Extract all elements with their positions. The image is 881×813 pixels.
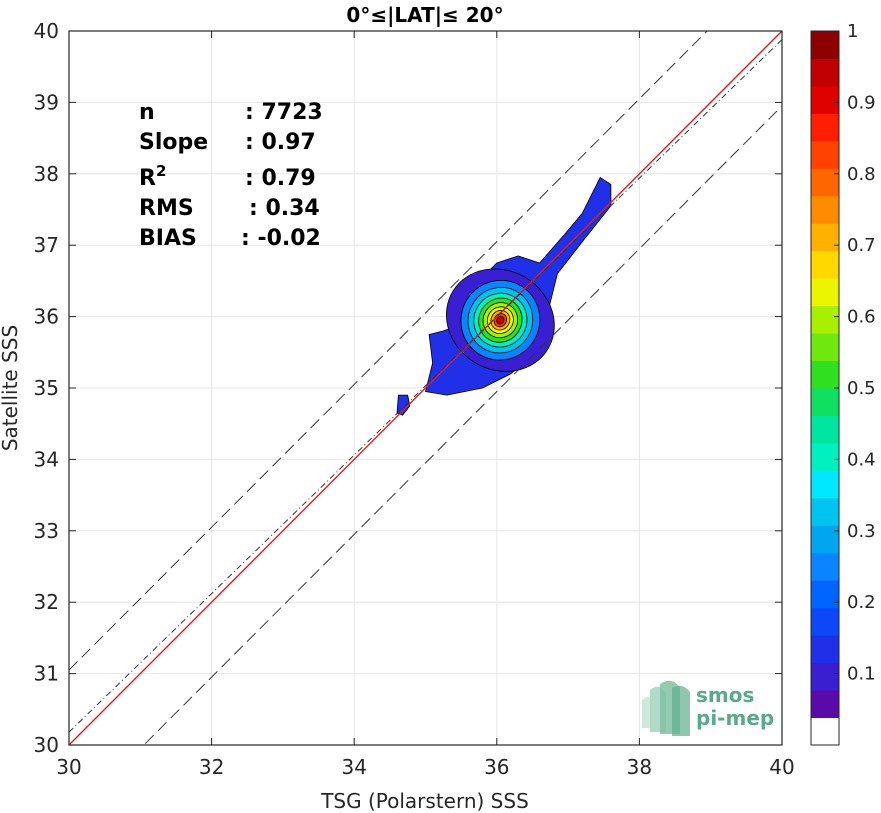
colorbar-segment: [811, 113, 839, 142]
colorbar-segment: [811, 497, 839, 526]
colorbar-tick-label: 0.4: [847, 449, 876, 470]
colorbar-segment: [811, 278, 839, 307]
colorbar-tick-label: 0.6: [847, 307, 876, 328]
contour-island: [396, 394, 411, 416]
stat-bias-label: BIAS: [139, 226, 197, 251]
x-tick-label: 36: [484, 755, 509, 779]
logo-text-line1: smos: [696, 683, 754, 707]
colorbar-segment: [811, 58, 839, 87]
y-tick-label: 36: [34, 305, 59, 329]
colorbar-segment: [811, 690, 839, 719]
colorbar-ticks: 0.1 0.2 0.3 0.4 0.5 0.6 0.7 0.8 0.9 1: [834, 21, 876, 685]
colorbar-segment: [811, 388, 839, 416]
colorbar-segment: [811, 31, 839, 59]
stat-n-label: n: [139, 100, 155, 125]
x-tick-label: 38: [627, 755, 652, 779]
y-tick-label: 37: [34, 233, 59, 257]
stat-rms-value: : 0.34: [249, 196, 320, 221]
colorbar-segment: [811, 140, 839, 169]
x-tick-label: 34: [341, 755, 366, 779]
y-tick-label: 38: [34, 162, 59, 186]
colorbar-segment: [811, 442, 839, 471]
y-axis-label: Satellite SSS: [0, 325, 22, 451]
y-tick-label: 35: [34, 376, 59, 400]
colorbar-segment: [811, 250, 839, 279]
y-tick-label: 32: [34, 590, 59, 614]
stat-r2-label: R2: [139, 162, 166, 191]
colorbar-segment: [811, 223, 839, 252]
x-tick-label: 32: [199, 755, 224, 779]
colorbar-segment: [811, 662, 839, 691]
colorbar-segment: [811, 360, 839, 389]
colorbar-segment: [811, 195, 839, 224]
colorbar-tick-label: 1: [847, 21, 858, 42]
y-tick-label: 33: [34, 519, 59, 543]
stat-rms-label: RMS: [139, 196, 194, 221]
logo-wave-1: [642, 697, 652, 728]
colorbar-tick-label: 0.9: [847, 92, 876, 113]
logo-wave-4: [672, 685, 690, 736]
reference-lines: [69, 31, 782, 745]
colorbar-segment: [811, 470, 839, 499]
x-tick-label: 30: [56, 755, 81, 779]
colorbar-segment: [811, 415, 839, 444]
line-one-to-one: [69, 31, 782, 745]
y-tick-label: 31: [34, 662, 59, 686]
colorbar-tick-label: 0.7: [847, 235, 876, 256]
smos-pi-mep-logo: smos pi-mep: [642, 680, 774, 736]
line-regression: [69, 39, 782, 733]
colorbar-segment: [811, 525, 839, 554]
y-axis-ticks: 30 31 32 33 34 35 36 37 38 39 40: [34, 19, 782, 757]
colorbar-segment: [811, 717, 839, 746]
line-lower-bound: [143, 105, 782, 745]
chart-title: 0°≤|LAT|≤ 20°: [346, 3, 503, 27]
stat-slope-label: Slope: [139, 130, 208, 155]
colorbar-segment: [811, 85, 839, 114]
logo-text-line2: pi-mep: [696, 706, 774, 730]
colorbar-segment: [811, 168, 839, 197]
y-tick-label: 30: [34, 733, 59, 757]
colorbar-segment: [811, 305, 839, 334]
y-tick-label: 34: [34, 447, 59, 471]
colorbar-tick-label: 0.2: [847, 592, 876, 613]
gridlines: [68, 30, 783, 746]
colorbar-segment: [811, 635, 839, 664]
colorbar-segment: [811, 333, 839, 362]
colorbar: 0.1 0.2 0.3 0.4 0.5 0.6 0.7 0.8 0.9 1: [810, 21, 876, 746]
colorbar-segment: [811, 552, 839, 581]
line-upper-bound: [69, 31, 708, 671]
y-tick-label: 40: [34, 19, 59, 43]
stats-box: n : 7723 Slope : 0.97 R2 : 0.79 RMS : 0.…: [139, 100, 323, 251]
colorbar-tick-label: 0.3: [847, 521, 876, 542]
x-tick-label: 40: [769, 755, 794, 779]
contour-level-10: [496, 315, 505, 325]
stat-r2-value: : 0.79: [245, 166, 316, 191]
x-axis-label: TSG (Polarstern) SSS: [320, 789, 529, 813]
stat-bias-value: : -0.02: [241, 226, 321, 251]
colorbar-tick-label: 0.8: [847, 164, 876, 185]
x-axis-ticks: 30 32 34 36 38 40: [56, 31, 795, 779]
colorbar-tick-label: 0.1: [847, 664, 876, 685]
plot-area: 30 32 34 36 38 40 30 31 32 33 34 35 36 37 38 39 40: [34, 19, 795, 779]
colorbar-segment: [811, 580, 839, 609]
stat-slope-value: : 0.97: [245, 130, 316, 155]
colorbar-segments: [811, 31, 839, 746]
stat-n-value: : 7723: [245, 100, 323, 125]
y-tick-label: 39: [34, 90, 59, 114]
colorbar-tick-label: 0.5: [847, 378, 876, 399]
colorbar-segment: [811, 607, 839, 636]
